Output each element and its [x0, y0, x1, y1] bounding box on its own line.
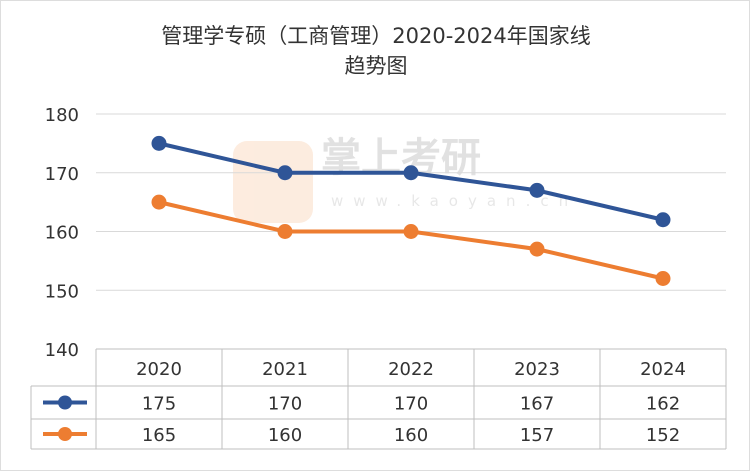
- data-point: [655, 212, 671, 228]
- watermark-logo: 掌上考研 www.kaoyan.cn: [233, 135, 578, 223]
- table-cell: 157: [520, 425, 554, 446]
- legend-marker-1: [58, 395, 72, 410]
- legend-marker-2: [58, 427, 72, 441]
- x-category-label: 2024: [640, 359, 686, 380]
- x-category-label: 2020: [136, 359, 182, 380]
- x-category-label: 2021: [262, 359, 308, 380]
- table-cell: 160: [394, 425, 428, 446]
- data-point: [403, 165, 419, 181]
- table-cell: 175: [142, 394, 176, 415]
- data-point: [277, 165, 293, 181]
- data-point: [277, 224, 293, 239]
- y-tick-label: 180: [45, 105, 79, 126]
- data-point: [529, 241, 545, 257]
- watermark-url: www.kaoyan.cn: [331, 192, 578, 210]
- table-cell: 167: [520, 394, 554, 415]
- x-category-label: 2023: [514, 359, 560, 380]
- table-cell: 165: [142, 425, 176, 446]
- chart-title: 管理学专硕（工商管理）2020-2024年国家线: [161, 24, 590, 48]
- watermark-logo-icon: [233, 141, 313, 223]
- table-cell: 160: [268, 425, 302, 446]
- chart-subtitle: 趋势图: [345, 54, 408, 78]
- data-point: [151, 194, 167, 210]
- x-category-label: 2022: [388, 359, 434, 380]
- y-tick-label: 150: [45, 281, 79, 302]
- y-tick-label: 140: [45, 340, 79, 361]
- table-cell: 170: [268, 394, 302, 415]
- table-cell: 152: [646, 425, 680, 446]
- y-tick-label: 160: [45, 223, 79, 244]
- data-point: [403, 224, 419, 239]
- table-cell: 162: [646, 394, 680, 415]
- data-point: [529, 182, 545, 198]
- data-point: [151, 135, 167, 151]
- table-cell: 170: [394, 394, 428, 415]
- data-point: [655, 271, 671, 286]
- y-tick-label: 170: [45, 164, 79, 185]
